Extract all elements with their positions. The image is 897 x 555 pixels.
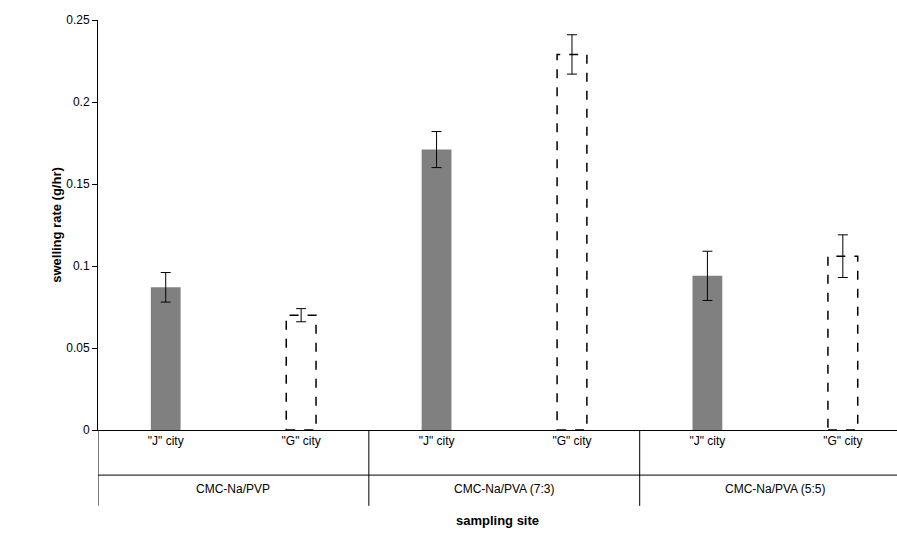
svg-text:0.25: 0.25: [66, 13, 90, 27]
svg-text:sampling site: sampling site: [456, 513, 539, 528]
svg-text:0.05: 0.05: [66, 341, 90, 355]
svg-text:CMC-Na/PVA (7:3): CMC-Na/PVA (7:3): [454, 482, 554, 496]
svg-text:0.2: 0.2: [73, 95, 90, 109]
svg-text:"G" city: "G" city: [282, 434, 321, 448]
svg-text:swelling rate (g/hr): swelling rate (g/hr): [49, 167, 64, 283]
svg-text:CMC-Na/PVP: CMC-Na/PVP: [196, 482, 270, 496]
svg-text:0.15: 0.15: [66, 177, 90, 191]
svg-text:"J" city: "J" city: [148, 434, 184, 448]
svg-text:"G" city: "G" city: [823, 434, 862, 448]
svg-text:0: 0: [83, 423, 90, 437]
svg-text:"G" city: "G" city: [552, 434, 591, 448]
svg-text:0.1: 0.1: [73, 259, 90, 273]
svg-text:"J" city: "J" city: [419, 434, 455, 448]
svg-text:"J" city: "J" city: [689, 434, 725, 448]
svg-text:CMC-Na/PVA (5:5): CMC-Na/PVA (5:5): [725, 482, 825, 496]
